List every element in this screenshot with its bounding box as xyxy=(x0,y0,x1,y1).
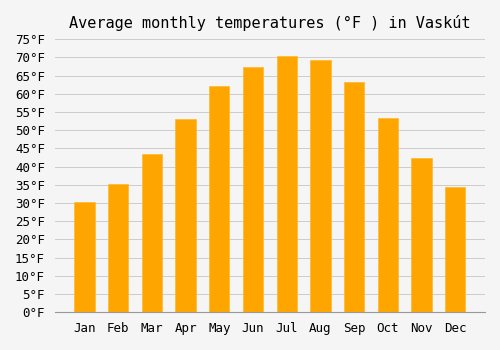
Bar xyxy=(412,158,432,312)
Bar xyxy=(310,60,330,312)
Bar xyxy=(74,202,94,312)
Bar xyxy=(344,83,364,312)
Title: Average monthly temperatures (°F ) in Vaskút: Average monthly temperatures (°F ) in Va… xyxy=(69,15,470,31)
Bar xyxy=(445,187,466,312)
Bar xyxy=(209,86,230,312)
Bar xyxy=(108,184,128,312)
Bar xyxy=(176,119,196,312)
Bar xyxy=(243,67,263,312)
Bar xyxy=(378,118,398,312)
Bar xyxy=(142,154,162,312)
Bar xyxy=(276,56,297,312)
